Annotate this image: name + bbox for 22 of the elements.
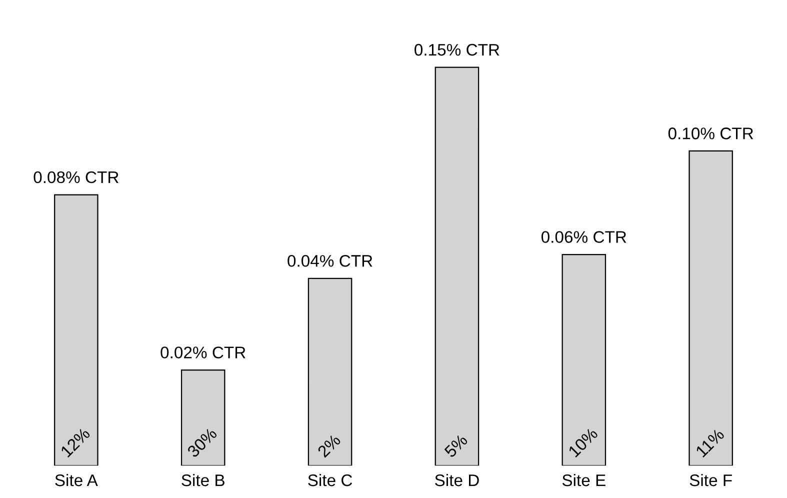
annotation: 2% [316, 434, 342, 458]
x-tick-label: Site F [690, 474, 732, 486]
bar [180, 369, 226, 466]
x-tick-label: Site D [435, 474, 479, 486]
x-tick-label: Site C [308, 474, 352, 486]
bar [688, 150, 733, 466]
annotation: 0.04% CTR [288, 255, 372, 267]
bar [434, 66, 480, 466]
x-tick-label: Site B [182, 474, 224, 486]
annotation: 0.08% CTR [34, 171, 118, 184]
x-tick-label: Site E [562, 474, 606, 486]
x-tick-label: Site A [55, 474, 98, 486]
annotation: 5% [444, 434, 468, 458]
bar [54, 194, 98, 466]
annotation: 0.15% CTR [414, 44, 500, 56]
annotation: 0.10% CTR [668, 128, 754, 140]
annotation: 30% [186, 427, 218, 458]
annotation: 0.06% CTR [541, 231, 626, 243]
annotation: 0.02% CTR [160, 346, 246, 358]
bar [308, 278, 352, 466]
annotation: 11% [695, 428, 725, 458]
bar [562, 254, 606, 466]
